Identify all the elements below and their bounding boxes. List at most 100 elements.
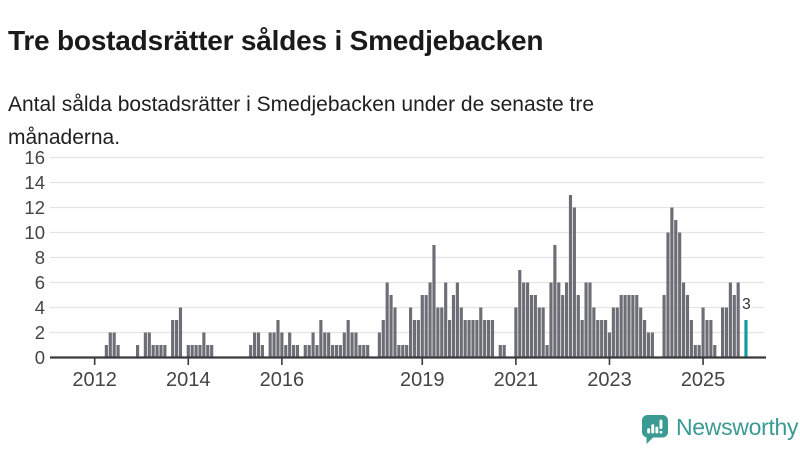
bar — [526, 282, 530, 358]
x-axis-tick-label: 2012 — [72, 369, 117, 391]
bar — [253, 332, 257, 358]
bar — [678, 232, 682, 358]
bar — [557, 282, 561, 358]
bar — [518, 270, 522, 358]
bar — [662, 295, 666, 358]
bar — [553, 245, 557, 358]
bar — [631, 295, 635, 358]
bar — [428, 282, 432, 358]
bar — [338, 345, 342, 358]
bar — [334, 345, 339, 358]
bar — [623, 295, 627, 358]
y-axis-tick-label: 8 — [35, 247, 45, 268]
highlighted-bar-latest — [744, 320, 748, 358]
bar — [175, 320, 179, 358]
bar — [358, 345, 362, 358]
y-axis-tick-label: 16 — [24, 147, 45, 168]
bar — [331, 345, 335, 358]
x-axis-tick-label: 2016 — [260, 369, 305, 391]
newsworthy-logo-text: Newsworthy — [676, 413, 799, 440]
bar — [412, 320, 417, 358]
chart-subtitle: Antal sålda bostadsrätter i Smedjebacken… — [8, 93, 595, 149]
bar — [627, 295, 631, 358]
bar — [260, 345, 264, 358]
bar — [639, 307, 643, 358]
bar — [327, 332, 331, 358]
bar — [705, 320, 709, 358]
bar — [498, 345, 502, 358]
bar-chart-svg: 0 2 4 6 8 10 12 14 16 2012 2014 2016 2019 2021 2023 202… — [24, 147, 766, 391]
bar — [728, 282, 732, 358]
bar — [467, 320, 471, 358]
bar — [592, 307, 596, 358]
bar — [194, 345, 198, 358]
bar — [424, 295, 428, 358]
bar — [545, 345, 549, 358]
bar — [666, 232, 670, 358]
bar — [565, 282, 569, 358]
bar — [362, 345, 366, 358]
bar — [463, 320, 467, 358]
bar — [455, 282, 459, 358]
latest-value-label: 3 — [742, 296, 751, 313]
bar — [303, 345, 307, 358]
bar — [736, 282, 740, 358]
bar — [108, 332, 112, 358]
x-axis-tick-label: 2023 — [587, 369, 632, 391]
bar — [346, 320, 350, 358]
bar — [136, 345, 140, 358]
bar — [483, 320, 487, 358]
bar — [487, 320, 491, 358]
bar — [284, 345, 288, 358]
bar — [444, 282, 448, 358]
y-axis-tick-label: 14 — [24, 172, 45, 193]
page-title: Tre bostadsrätter såldes i Smedjebacken — [8, 24, 544, 56]
bar — [568, 195, 573, 358]
bar — [432, 245, 436, 358]
bar — [522, 282, 526, 358]
x-axis-tick-label: 2025 — [681, 369, 726, 391]
bar — [389, 295, 393, 358]
y-axis-tick-label: 10 — [24, 222, 45, 243]
bar — [151, 345, 155, 358]
bar — [713, 345, 717, 358]
bar — [490, 320, 495, 358]
bar — [693, 345, 697, 358]
bar — [643, 320, 647, 358]
bar — [588, 282, 592, 358]
bar — [420, 295, 424, 358]
bar — [280, 332, 284, 358]
bar — [366, 345, 370, 358]
bar — [147, 332, 151, 358]
bar — [249, 345, 253, 358]
bar — [319, 320, 323, 358]
x-axis-tick-label: 2019 — [400, 369, 445, 391]
bar — [646, 332, 651, 358]
bar — [448, 320, 452, 358]
x-axis-tick-label: 2014 — [166, 369, 211, 391]
bar — [272, 332, 276, 358]
bar — [549, 282, 553, 358]
bar — [178, 307, 183, 358]
bar — [685, 295, 690, 358]
bar — [451, 295, 456, 358]
y-axis-tick-label: 4 — [35, 297, 45, 318]
bar — [401, 345, 405, 358]
bar — [104, 345, 108, 358]
bar — [600, 320, 604, 358]
bar — [311, 332, 315, 358]
bar — [315, 345, 319, 358]
bar — [377, 332, 381, 358]
bar — [210, 345, 214, 358]
bar — [732, 295, 736, 358]
bar — [256, 332, 261, 358]
bar — [350, 332, 354, 358]
bar — [635, 295, 639, 358]
bar — [709, 320, 713, 358]
bar — [163, 345, 167, 358]
bar — [112, 332, 116, 358]
bar-chart: 0 2 4 6 8 10 12 14 16 2012 2014 2016 2019 2021 2023 202… — [0, 140, 800, 400]
exclamation-bar — [659, 419, 663, 429]
bar — [533, 295, 537, 358]
bar — [206, 345, 210, 358]
